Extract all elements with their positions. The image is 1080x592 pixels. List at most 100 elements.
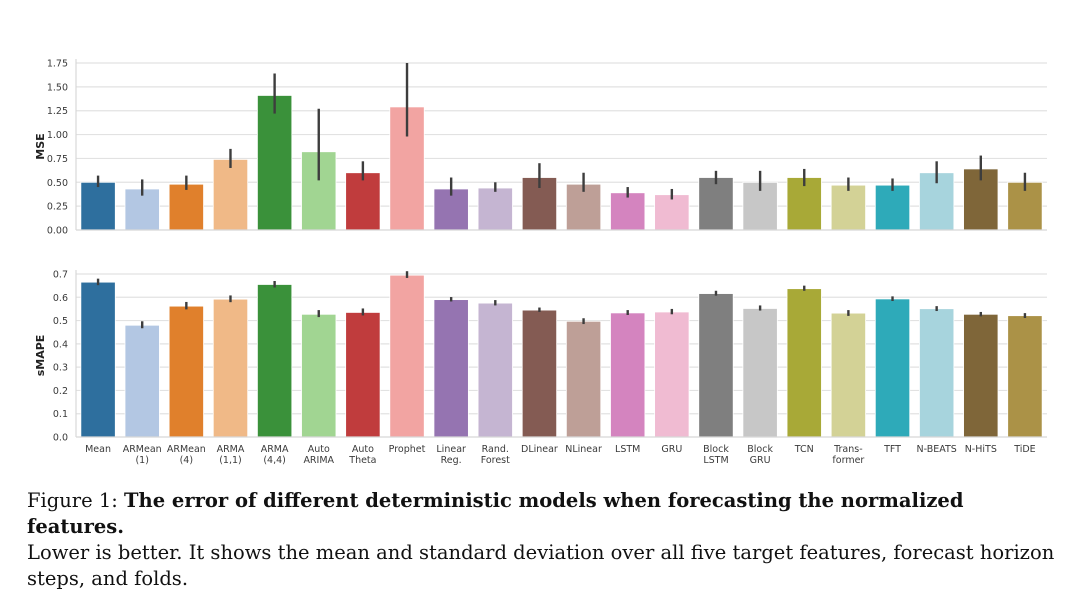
x-tick-label: Prophet [389, 444, 426, 455]
smape-y-tick-label: 0.6 [53, 293, 68, 304]
mse-error-bars [96, 63, 1027, 200]
smape-bars [80, 274, 1043, 438]
caption-line-1: Figure 1: The error of different determi… [27, 488, 1057, 540]
x-tick-label: ARMA [261, 444, 289, 455]
x-tick-label: ARMA [217, 444, 245, 455]
mse-bar [212, 158, 249, 231]
smape-bar [521, 309, 558, 438]
smape-bar [301, 313, 337, 438]
x-tick-label: DLinear [521, 444, 558, 455]
mse-bar [742, 181, 778, 231]
x-tick-label: TFT [883, 444, 901, 455]
mse-bar [477, 187, 513, 231]
smape-bar [698, 293, 734, 438]
mse-bar [830, 184, 866, 231]
x-tick-label: Trans- [833, 444, 863, 455]
mse-bar [610, 192, 646, 231]
figure-caption: Figure 1: The error of different determi… [27, 488, 1057, 592]
mse-y-tick-label: 1.50 [47, 82, 68, 93]
mse-y-tick-label: 1.00 [47, 130, 68, 141]
smape-y-tick-label: 0.2 [53, 386, 68, 397]
smape-error-bars [96, 271, 1027, 329]
smape-bar [610, 312, 646, 438]
smape-y-tick-label: 0.5 [53, 316, 68, 327]
smape-bar [919, 308, 955, 438]
smape-y-tick-label: 0.0 [53, 433, 68, 444]
mse-bar [345, 172, 381, 231]
x-tick-label: GRU [661, 444, 682, 455]
smape-y-tick-label: 0.7 [53, 270, 68, 281]
smape-bar [477, 302, 513, 438]
x-tick-label: (1,1) [219, 455, 242, 466]
x-tick-label: Linear [436, 444, 466, 455]
smape-bar [654, 311, 690, 438]
mse-bar [874, 184, 911, 231]
x-tick-label: (4) [180, 455, 193, 466]
mse-y-axis-title: MSE [34, 133, 47, 159]
mse-bar [698, 177, 734, 231]
smape-bar [212, 298, 249, 438]
x-tick-label: Mean [85, 444, 111, 455]
figure-chart: 0.00 0.25 0.50 0.75 1.00 1.25 1.50 1.75 MSE 0.0… [34, 59, 1047, 466]
mse-bar [786, 177, 822, 231]
smape-y-tick-label: 0.1 [53, 409, 68, 420]
smape-bar [742, 308, 778, 438]
smape-bar [124, 324, 160, 438]
smape-y-axis-title: sMAPE [34, 335, 47, 377]
mse-panel: 0.00 0.25 0.50 0.75 1.00 1.25 1.50 1.75 MSE [34, 59, 1047, 237]
x-tick-label: Rand. [482, 444, 509, 455]
caption-line-2: Lower is better. It shows the mean and s… [27, 541, 1055, 564]
caption-prefix: Figure 1: [27, 489, 125, 512]
caption-title: The error of different deterministic mod… [27, 489, 964, 538]
x-tick-label: (1) [135, 455, 148, 466]
mse-bar [257, 95, 293, 231]
mse-y-tick-label: 0.75 [47, 154, 68, 165]
smape-bar [565, 320, 602, 438]
x-tick-label: LSTM [703, 455, 728, 466]
smape-bar [257, 284, 293, 438]
mse-y-tick-label: 0.00 [47, 226, 68, 237]
smape-bar [1007, 315, 1043, 438]
mse-bar [433, 188, 469, 231]
smape-bar [389, 274, 425, 438]
x-tick-label: ARMean [167, 444, 206, 455]
mse-y-tick-label: 1.75 [47, 59, 68, 70]
mse-bar [168, 183, 204, 231]
smape-bar [80, 281, 116, 438]
smape-bar [963, 313, 999, 438]
smape-y-ticks: 0.0 0.1 0.2 0.3 0.4 0.5 0.6 0.7 [53, 270, 68, 444]
x-tick-label: GRU [750, 455, 771, 466]
x-tick-label: (4,4) [263, 455, 286, 466]
x-tick-label: Block [747, 444, 773, 455]
mse-bar [80, 181, 116, 231]
mse-y-tick-label: 1.25 [47, 106, 68, 117]
x-tick-label: Block [703, 444, 729, 455]
x-tick-label: N-HiTS [965, 444, 997, 455]
mse-y-tick-label: 0.50 [47, 178, 68, 189]
x-tick-labels: Mean ARMean(1)ARMean(4)ARMA(1,1)ARMA(4,4)… [85, 444, 1036, 466]
smape-bar [168, 305, 204, 438]
mse-bar [654, 194, 690, 231]
smape-bar [345, 312, 381, 438]
x-tick-label: Auto [308, 444, 330, 455]
smape-bar [874, 298, 911, 438]
x-tick-label: Theta [348, 455, 376, 466]
mse-bar [565, 183, 602, 231]
x-tick-label: LSTM [615, 444, 640, 455]
x-tick-label: ARMean [123, 444, 162, 455]
smape-y-tick-label: 0.4 [53, 339, 68, 350]
x-tick-label: Forest [481, 455, 510, 466]
smape-panel: 0.0 0.1 0.2 0.3 0.4 0.5 0.6 0.7 sMAPE [34, 270, 1047, 444]
x-tick-label: TiDE [1013, 444, 1035, 455]
x-tick-label: TCN [794, 444, 814, 455]
mse-bars [80, 95, 1043, 231]
mse-y-tick-label: 0.25 [47, 202, 68, 213]
caption-line-3: steps, and folds. [27, 567, 189, 590]
smape-bar [433, 299, 469, 438]
x-tick-label: N-BEATS [917, 444, 957, 455]
x-tick-label: former [832, 455, 864, 466]
x-tick-label: Reg. [441, 455, 462, 466]
smape-y-tick-label: 0.3 [53, 363, 68, 374]
x-tick-label: ARIMA [303, 455, 334, 466]
x-tick-label: Auto [352, 444, 374, 455]
